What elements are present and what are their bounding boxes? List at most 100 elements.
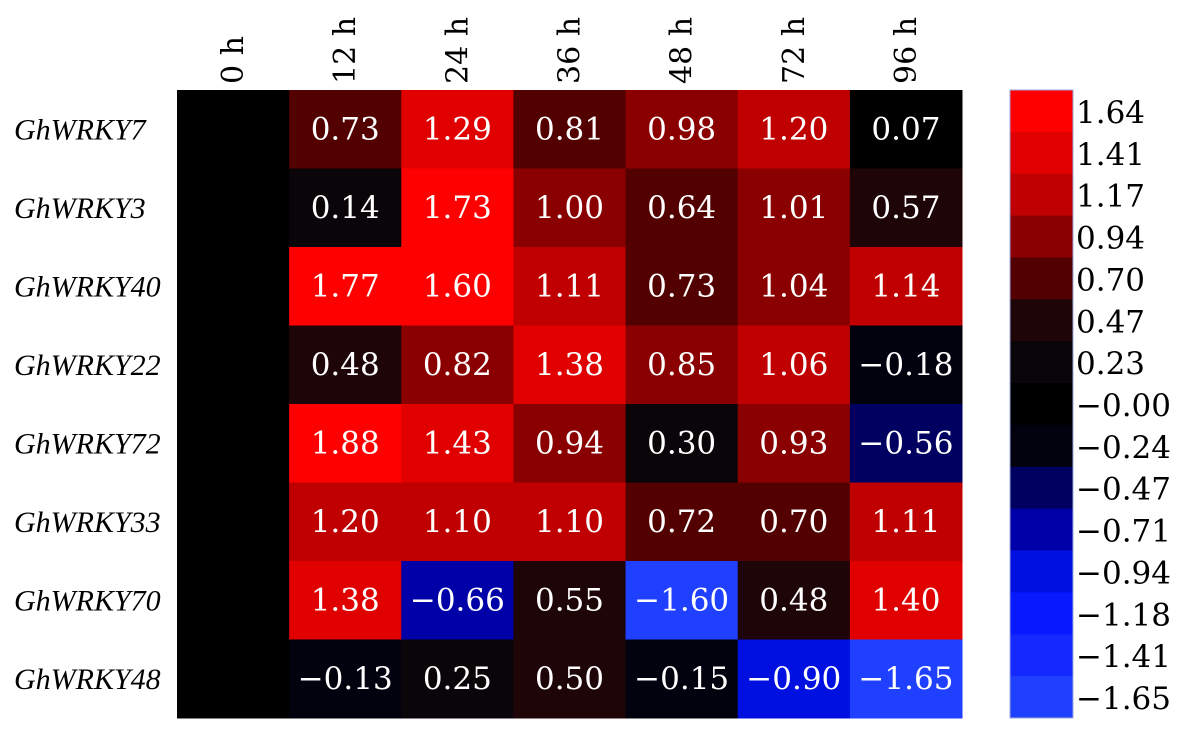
cell-value-label: 0.85 <box>647 347 716 383</box>
colorbar-tick-label: −0.24 <box>1076 430 1171 466</box>
cell-value-label: 0.98 <box>647 111 716 147</box>
heatmap-cell <box>177 404 290 483</box>
heatmap-cell <box>177 247 290 326</box>
heatmap-cell <box>737 168 851 248</box>
cell-value-label: 0.82 <box>423 347 492 383</box>
cell-value-label: 0.70 <box>759 504 828 540</box>
heatmap-cell <box>513 482 627 562</box>
heatmap-cell <box>289 639 402 719</box>
column-label: 96 h <box>889 17 924 84</box>
cell-value-label: −0.15 <box>634 661 729 697</box>
cell-value-label: 1.11 <box>871 504 940 540</box>
cell-value-label: −1.60 <box>634 582 729 618</box>
cell-value-label: 1.10 <box>535 504 604 540</box>
colorbar-bin <box>1010 90 1073 133</box>
heatmap-cell <box>513 404 627 483</box>
heatmap-cell <box>177 168 290 248</box>
heatmap-cell <box>625 247 739 326</box>
row-label: GhWRKY22 <box>14 349 161 382</box>
heatmap-cell <box>849 168 963 248</box>
cell-value-label: 1.10 <box>423 504 492 540</box>
row-label: GhWRKY3 <box>14 192 146 225</box>
colorbar-bin <box>1010 592 1073 635</box>
heatmap-cell <box>625 168 739 248</box>
row-label: GhWRKY7 <box>14 113 148 146</box>
heatmap-cell <box>401 639 514 719</box>
row-label: GhWRKY48 <box>14 663 161 696</box>
heatmap-cell <box>849 90 963 169</box>
colorbar-bin <box>1010 173 1073 217</box>
heatmap-cell <box>513 247 627 326</box>
cell-value-label: 0.73 <box>647 268 716 304</box>
colorbar-tick-label: −0.47 <box>1076 472 1171 508</box>
cell-value-label: 0.50 <box>535 661 604 697</box>
heatmap-cell <box>737 639 851 719</box>
column-label: 24 h <box>440 17 475 84</box>
heatmap-cell <box>625 90 739 169</box>
cell-value-label: 0.25 <box>423 661 492 697</box>
colorbar-bin <box>1010 550 1073 593</box>
colorbar-bin <box>1010 634 1073 677</box>
cell-value-label: 0.64 <box>647 190 716 226</box>
heatmap-cell <box>401 325 514 405</box>
heatmap-cell <box>289 561 402 640</box>
cell-value-label: 0.73 <box>311 111 380 147</box>
heatmap-cell <box>737 325 851 405</box>
heatmap-cell <box>401 561 514 640</box>
column-label: 12 h <box>328 17 363 84</box>
heatmap-cell <box>289 482 402 562</box>
heatmap-cell <box>401 404 514 483</box>
heatmap-cell <box>849 404 963 483</box>
heatmap-cell <box>737 90 851 169</box>
heatmap-cell <box>513 168 627 248</box>
heatmap-cell <box>289 404 402 483</box>
colorbar-tick-label: −0.00 <box>1076 388 1171 424</box>
cell-value-label: 1.06 <box>759 347 828 383</box>
heatmap-cell <box>625 325 739 405</box>
heatmap-cell <box>849 482 963 562</box>
colorbar-tick-label: 0.70 <box>1076 262 1145 298</box>
heatmap-cell <box>737 482 851 562</box>
row-label: GhWRKY33 <box>14 506 161 539</box>
colorbar-tick-label: 1.41 <box>1076 137 1145 173</box>
heatmap-cell <box>849 639 963 719</box>
colorbar-bin <box>1010 215 1073 258</box>
heatmap-cell <box>849 247 963 326</box>
cell-value-label: 1.04 <box>759 268 828 304</box>
colorbar-bin <box>1010 299 1073 342</box>
cell-value-label: 0.07 <box>871 111 940 147</box>
heatmap-cell <box>401 482 514 562</box>
colorbar-bin <box>1010 466 1073 510</box>
column-label: 72 h <box>777 17 812 84</box>
heatmap-cell <box>849 325 963 405</box>
cell-value-label: 1.20 <box>311 504 380 540</box>
cell-value-label: 0.48 <box>311 347 380 383</box>
heatmap-cell <box>177 482 290 562</box>
cell-value-label: 0.94 <box>535 425 604 461</box>
colorbar-bin <box>1010 383 1073 426</box>
cell-value-label: 1.38 <box>535 347 604 383</box>
cell-value-label: 0.30 <box>647 425 716 461</box>
heatmap-cell <box>625 482 739 562</box>
cell-value-label: 1.40 <box>871 582 940 618</box>
cell-value-label: −1.65 <box>858 661 953 697</box>
heatmap-cell <box>401 247 514 326</box>
cell-value-label: 1.88 <box>311 425 380 461</box>
heatmap-cell <box>737 561 851 640</box>
colorbar-tick-label: 0.23 <box>1076 346 1145 382</box>
cell-value-label: 0.57 <box>871 190 940 226</box>
heatmap-cell <box>513 325 627 405</box>
cell-value-label: 1.60 <box>423 268 492 304</box>
heatmap-cell <box>513 90 627 169</box>
colorbar-tick-label: 1.64 <box>1076 95 1145 131</box>
colorbar-tick-label: −1.65 <box>1076 681 1171 717</box>
colorbar-border <box>1009 89 1074 719</box>
cell-value-label: 0.48 <box>759 582 828 618</box>
heatmap-cell <box>401 168 514 248</box>
heatmap-cell <box>625 561 739 640</box>
colorbar-bin <box>1010 257 1073 300</box>
colorbar-tick-label: −1.41 <box>1076 639 1171 675</box>
column-label: 48 h <box>665 17 700 84</box>
heatmap-cell <box>625 639 739 719</box>
